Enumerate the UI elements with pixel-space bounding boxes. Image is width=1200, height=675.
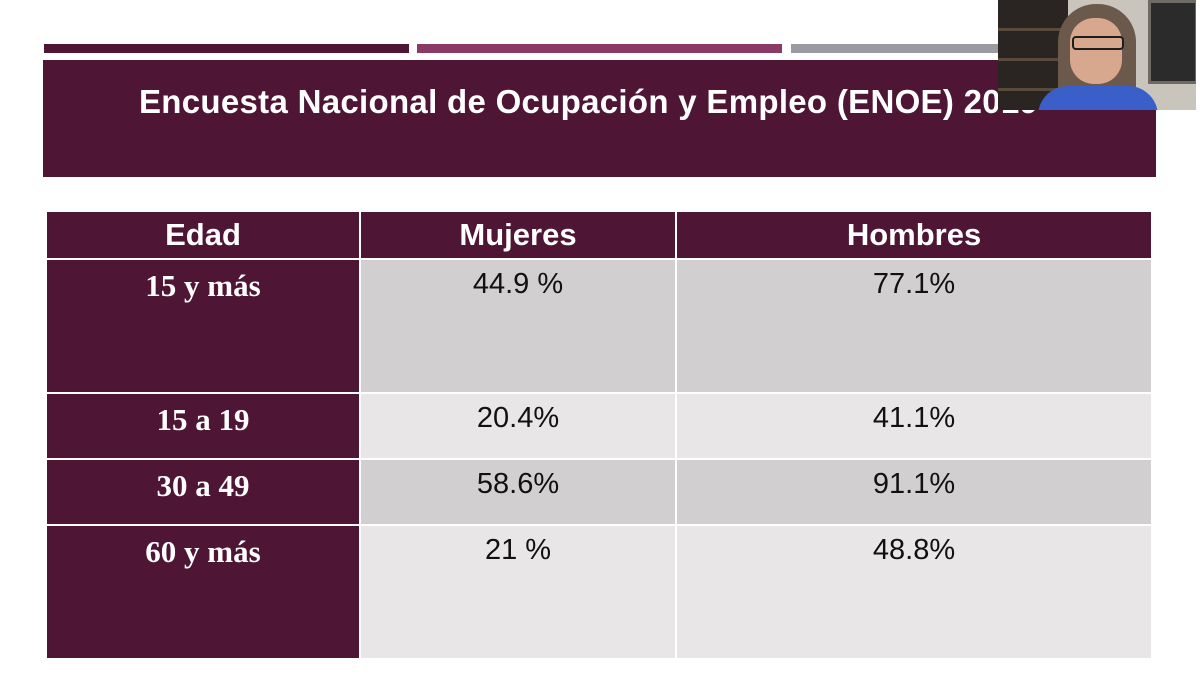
hombres-cell: 41.1% bbox=[675, 392, 1153, 460]
age-cell: 60 y más bbox=[45, 524, 361, 660]
table-row: 15 a 19 20.4% 41.1% bbox=[45, 392, 1153, 460]
presenter-video-thumbnail[interactable] bbox=[998, 0, 1196, 110]
table-row: 30 a 49 58.6% 91.1% bbox=[45, 458, 1153, 526]
accent-stripe-middle bbox=[417, 44, 782, 53]
slide-title: Encuesta Nacional de Ocupación y Empleo … bbox=[139, 83, 1039, 120]
mujeres-cell: 58.6% bbox=[359, 458, 677, 526]
accent-stripe-right bbox=[791, 44, 1157, 53]
header-mujeres: Mujeres bbox=[359, 210, 677, 260]
age-cell: 15 a 19 bbox=[45, 392, 361, 460]
hombres-cell: 91.1% bbox=[675, 458, 1153, 526]
slide-title-bar: Encuesta Nacional de Ocupación y Empleo … bbox=[43, 60, 1156, 177]
table-header-row: Edad Mujeres Hombres bbox=[45, 210, 1153, 260]
presenter-glasses bbox=[1072, 36, 1124, 50]
picture-frame bbox=[1148, 0, 1196, 84]
header-edad: Edad bbox=[45, 210, 361, 260]
mujeres-cell: 44.9 % bbox=[359, 258, 677, 394]
table-row: 60 y más 21 % 48.8% bbox=[45, 524, 1153, 660]
employment-table: Edad Mujeres Hombres 15 y más 44.9 % 77.… bbox=[45, 210, 1153, 660]
header-hombres: Hombres bbox=[675, 210, 1153, 260]
age-cell: 15 y más bbox=[45, 258, 361, 394]
table-row: 15 y más 44.9 % 77.1% bbox=[45, 258, 1153, 394]
hombres-cell: 77.1% bbox=[675, 258, 1153, 394]
age-cell: 30 a 49 bbox=[45, 458, 361, 526]
mujeres-cell: 20.4% bbox=[359, 392, 677, 460]
mujeres-cell: 21 % bbox=[359, 524, 677, 660]
accent-stripe-left bbox=[44, 44, 409, 53]
hombres-cell: 48.8% bbox=[675, 524, 1153, 660]
presenter-face bbox=[1070, 18, 1122, 84]
presenter-shirt bbox=[1038, 86, 1158, 110]
